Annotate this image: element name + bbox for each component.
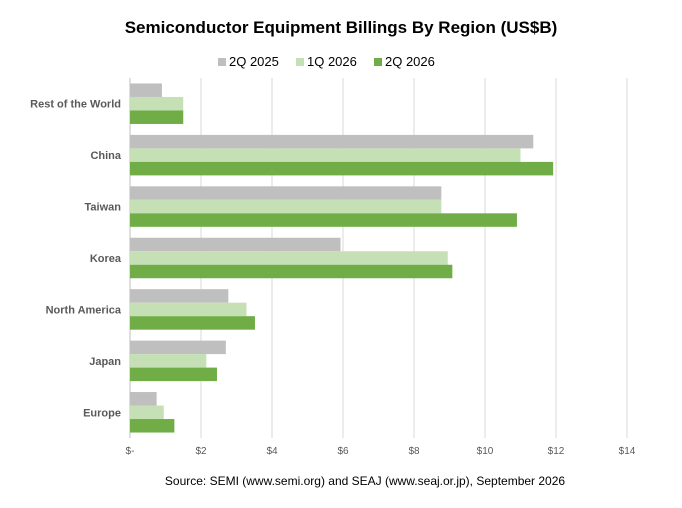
bar-4-1 — [130, 302, 247, 317]
bar-2-1 — [130, 199, 442, 214]
bar-0-0 — [130, 83, 162, 97]
bar-6-1 — [130, 405, 164, 420]
bar-1-2 — [130, 161, 554, 176]
chart-legend: 2Q 2025 1Q 2026 2Q 2026 — [218, 54, 435, 69]
x-axis-ticks: $- $2 $4 $6 $8 $10 $12 $14 — [126, 446, 636, 457]
bar-3-2 — [130, 264, 453, 279]
bar-4-2 — [130, 316, 255, 330]
category-label: Taiwan — [85, 202, 122, 214]
legend-label: 2Q 2026 — [385, 54, 435, 69]
category-label: Europe — [83, 407, 121, 419]
bar-1-0 — [130, 134, 534, 149]
bar-2-2 — [130, 213, 517, 227]
bar-4-0 — [130, 289, 229, 303]
bar-5-1 — [130, 354, 207, 368]
x-tick-label: $14 — [619, 446, 636, 457]
category-labels: Rest of the World China Taiwan Korea North A… — [30, 99, 122, 420]
legend-swatch-0 — [218, 58, 226, 66]
legend-swatch-1 — [296, 58, 304, 66]
bar-6-0 — [130, 392, 157, 406]
bar-2-0 — [130, 186, 442, 200]
bar-3-0 — [130, 237, 341, 252]
legend-swatch-2 — [374, 58, 382, 66]
bar-5-0 — [130, 340, 226, 355]
legend-label: 1Q 2026 — [307, 54, 357, 69]
bar-3-1 — [130, 251, 448, 265]
category-label: Japan — [89, 356, 121, 368]
x-tick-label: $4 — [266, 446, 278, 457]
bar-0-1 — [130, 96, 184, 111]
x-tick-label: $8 — [408, 446, 420, 457]
category-label: China — [90, 150, 121, 162]
bar-0-2 — [130, 110, 184, 124]
legend-label: 2Q 2025 — [229, 54, 279, 69]
x-tick-label: $6 — [337, 446, 349, 457]
bar-6-2 — [130, 419, 175, 433]
x-tick-label: $- — [126, 446, 135, 457]
chart-title: Semiconductor Equipment Billings By Regi… — [125, 18, 558, 37]
bar-5-2 — [130, 367, 217, 382]
category-label: North America — [46, 304, 122, 316]
category-label: Korea — [90, 253, 122, 265]
bar-1-1 — [130, 148, 521, 162]
x-tick-label: $10 — [477, 446, 494, 457]
x-tick-label: $12 — [548, 446, 565, 457]
category-label: Rest of the World — [30, 99, 121, 111]
x-tick-label: $2 — [195, 446, 207, 457]
source-note: Source: SEMI (www.semi.org) and SEAJ (ww… — [165, 474, 565, 488]
bars — [130, 83, 554, 433]
